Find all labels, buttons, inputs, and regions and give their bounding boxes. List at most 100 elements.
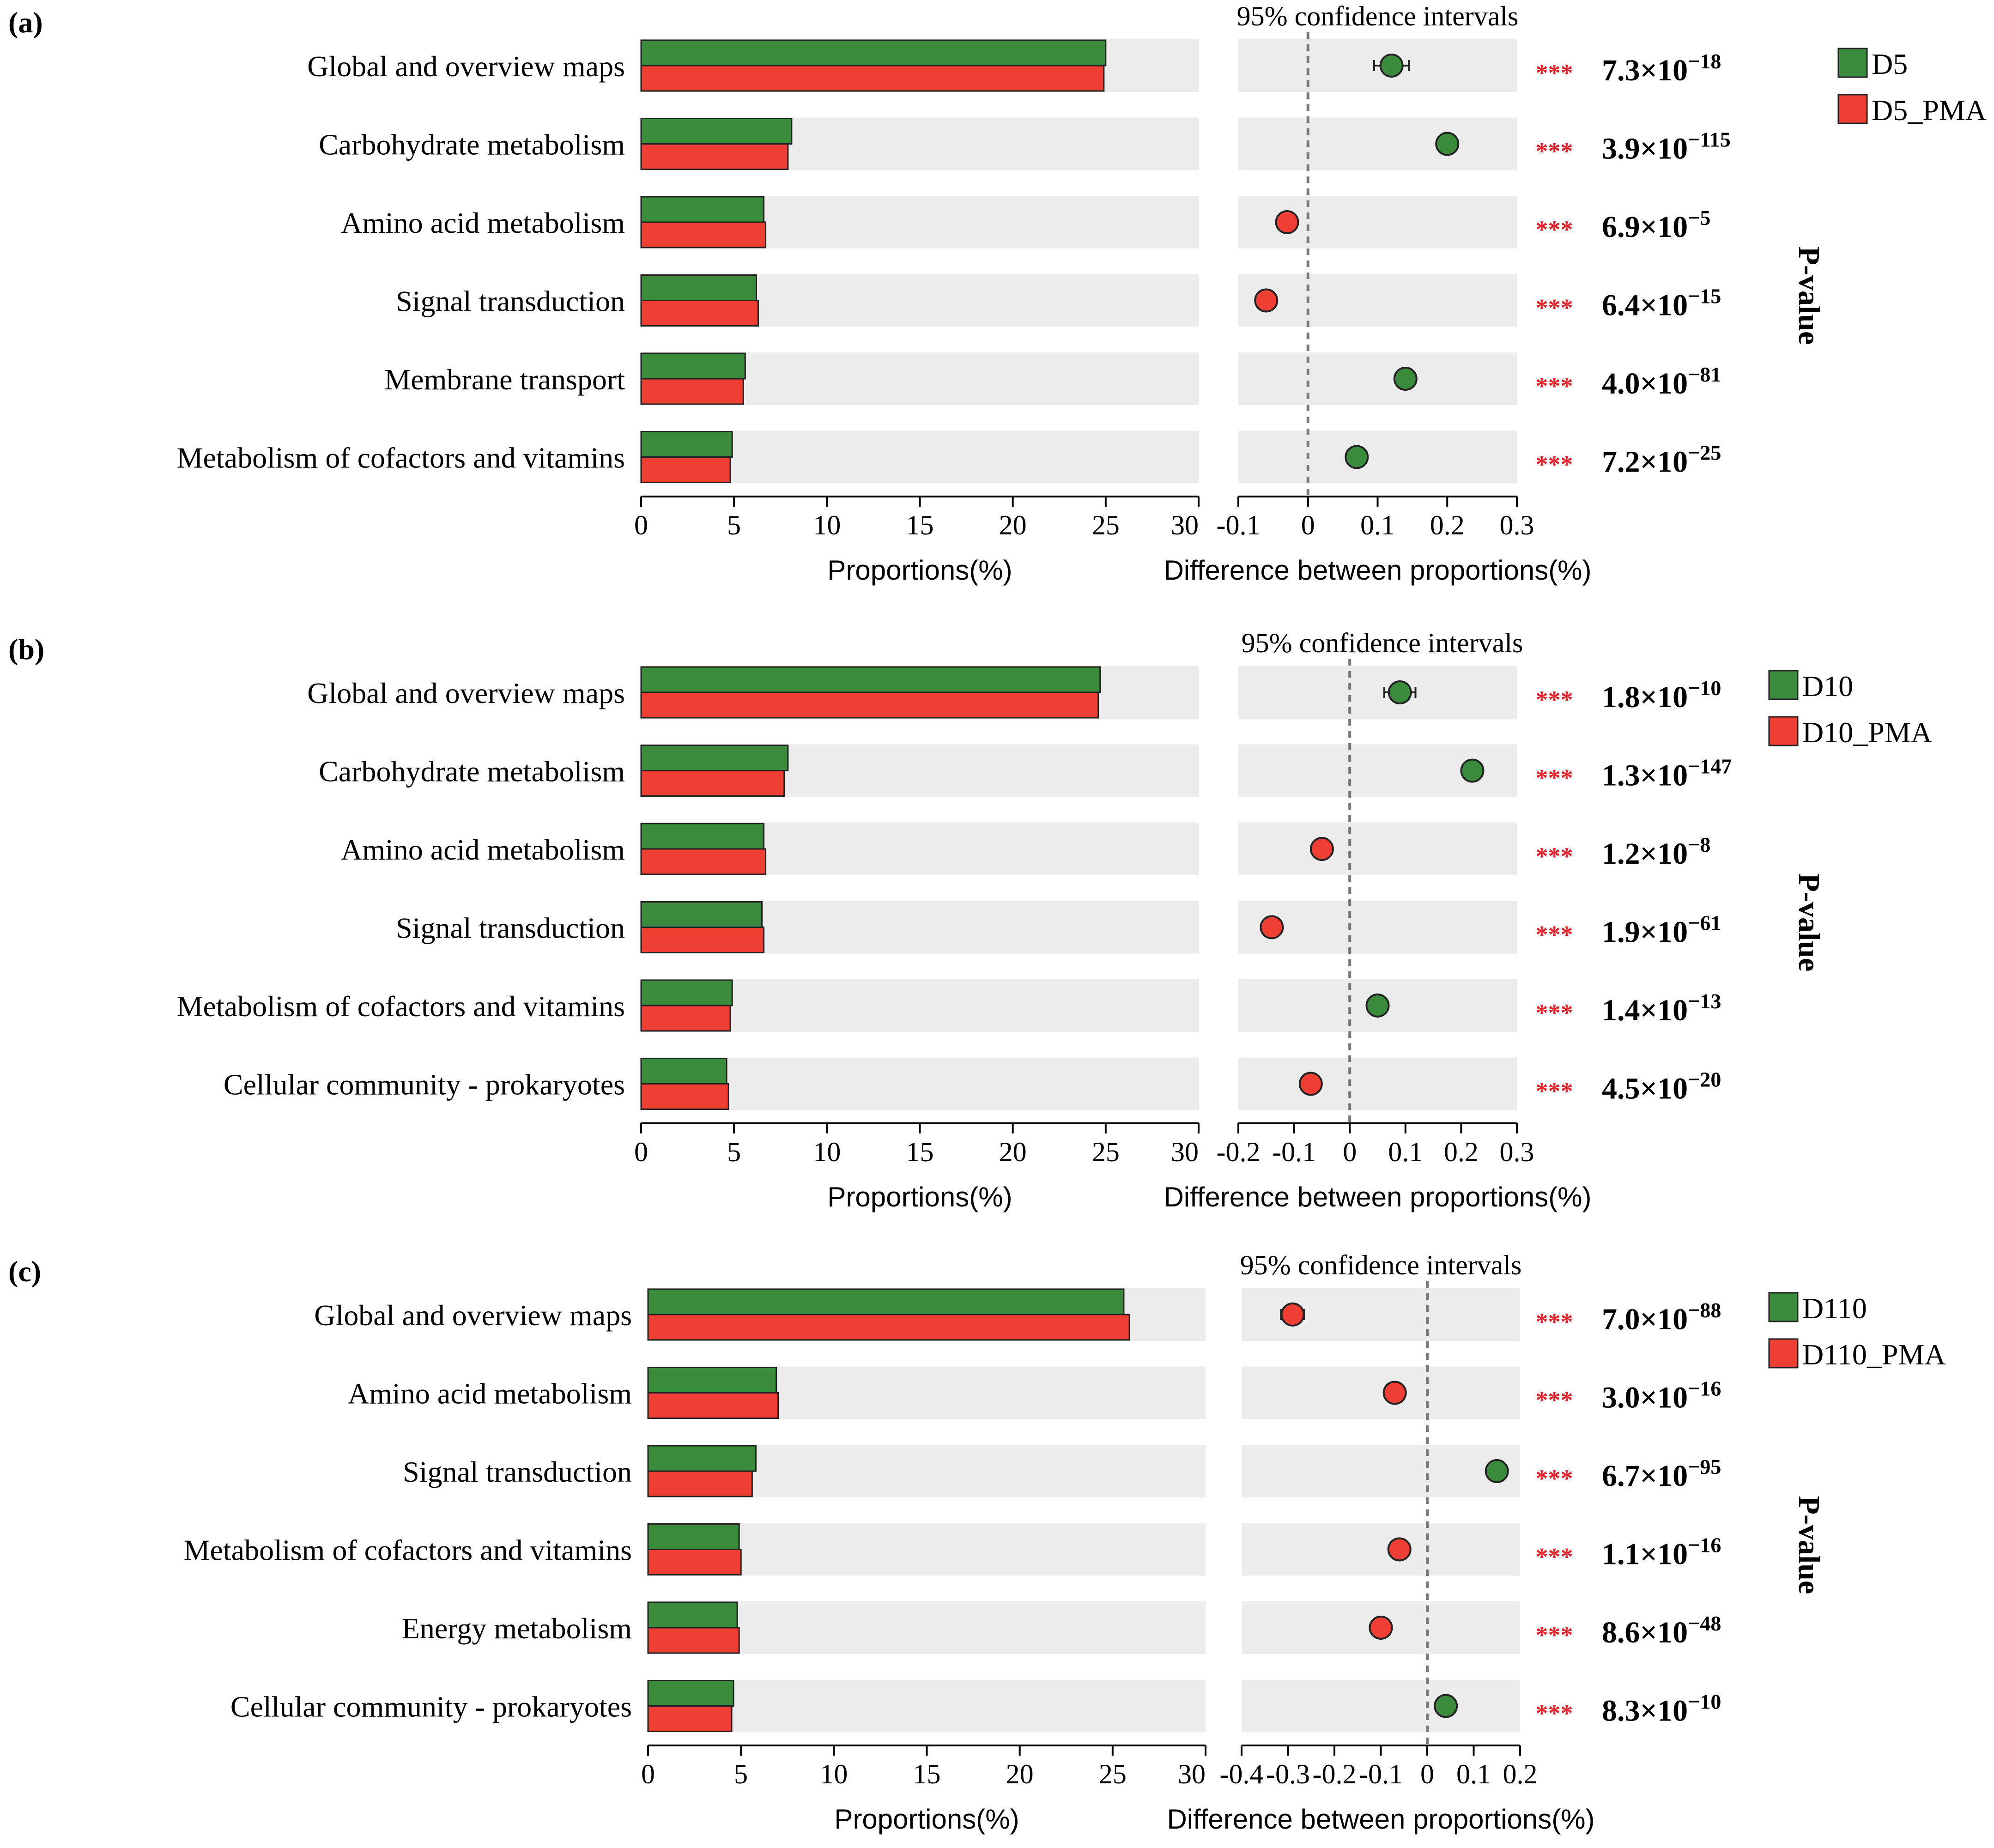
- ci-x-tick-label: 0.1: [1456, 1759, 1491, 1789]
- significance-stars: ***: [1536, 1543, 1573, 1571]
- category-label: Cellular community - prokaryotes: [224, 1068, 625, 1101]
- panel-letter: (c): [8, 1255, 41, 1288]
- ci-row-background: [1238, 666, 1517, 719]
- significance-stars: ***: [1536, 686, 1573, 714]
- ci-title: 95% confidence intervals: [1240, 1250, 1522, 1280]
- panel-c: (c) Global and overview maps Amino acid me…: [8, 1250, 1946, 1835]
- bar-group-a: [640, 196, 765, 223]
- p-value-exponent: −10: [1688, 676, 1721, 700]
- bar-x-tick-label: 15: [913, 1759, 941, 1789]
- p-value: 3.9×10−115: [1602, 128, 1731, 166]
- ci-x-tick-label: 0: [1301, 510, 1315, 540]
- legend-label: D5_PMA: [1872, 94, 1987, 127]
- ci-x-tick-label: -0.3: [1266, 1759, 1310, 1789]
- p-value-mantissa: 4.5×10: [1602, 1072, 1688, 1106]
- bar-group-a: [640, 979, 733, 1006]
- p-value-mantissa: 4.0×10: [1602, 367, 1688, 400]
- legend-label: D110_PMA: [1802, 1338, 1946, 1371]
- bar-row-background: [641, 979, 1199, 1032]
- p-value-axis-title: P-value: [1792, 247, 1826, 345]
- category-label: Amino acid metabolism: [341, 206, 625, 239]
- bar-group-a: [647, 1680, 734, 1707]
- bar-row-background: [648, 1679, 1206, 1733]
- bar-group-b: [640, 770, 785, 797]
- bar-x-tick-label: 5: [727, 510, 741, 540]
- ci-x-tick-label: -0.1: [1217, 510, 1261, 540]
- bar-row-background: [641, 1057, 1199, 1110]
- bar-x-tick-label: 10: [813, 510, 841, 540]
- bar-group-b: [640, 927, 765, 953]
- category-label: Signal transduction: [403, 1455, 632, 1488]
- bar-x-tick-label: 5: [727, 1137, 741, 1167]
- ci-x-tick-label: -0.2: [1217, 1137, 1261, 1167]
- bar-x-tick-label: 25: [1092, 1137, 1120, 1167]
- p-value-exponent: −16: [1688, 1377, 1721, 1400]
- bar-group-b: [640, 143, 789, 170]
- legend-swatch-group-b: [1768, 1338, 1799, 1369]
- p-value-mantissa: 1.9×10: [1602, 915, 1688, 949]
- bar-group-b: [647, 1314, 1130, 1341]
- category-label: Carbohydrate metabolism: [319, 128, 625, 161]
- significance-stars: ***: [1536, 764, 1573, 792]
- category-label: Metabolism of cofactors and vitamins: [184, 1534, 632, 1567]
- bar-x-tick-label: 20: [999, 510, 1027, 540]
- ci-row-background: [1238, 430, 1517, 484]
- significance-stars: ***: [1536, 1078, 1573, 1105]
- bar-group-b: [647, 1705, 733, 1732]
- p-value: 1.1×10−16: [1602, 1533, 1721, 1571]
- ci-point: [1387, 1537, 1412, 1562]
- p-value-exponent: −5: [1688, 206, 1710, 230]
- p-value-axis-title: P-value: [1792, 1496, 1826, 1594]
- bar-group-a: [647, 1445, 757, 1472]
- p-value-mantissa: 3.9×10: [1602, 132, 1688, 166]
- p-value-exponent: −10: [1688, 1690, 1721, 1714]
- bar-group-b: [647, 1392, 779, 1419]
- bar-x-tick-label: 15: [906, 510, 934, 540]
- bar-group-b: [640, 1083, 729, 1110]
- category-label: Signal transduction: [396, 285, 625, 318]
- ci-point: [1434, 1694, 1458, 1718]
- ci-title: 95% confidence intervals: [1237, 1, 1519, 31]
- p-value: 7.0×10−88: [1602, 1298, 1721, 1336]
- p-value-exponent: −115: [1688, 128, 1731, 151]
- ci-point: [1254, 288, 1279, 313]
- legend-label: D5: [1872, 48, 1908, 80]
- p-value: 3.0×10−16: [1602, 1377, 1721, 1415]
- p-value-mantissa: 8.3×10: [1602, 1694, 1688, 1728]
- p-value-mantissa: 1.3×10: [1602, 759, 1688, 793]
- bar-group-a: [647, 1367, 777, 1394]
- ci-point: [1275, 210, 1299, 234]
- ci-x-tick-label: 0.2: [1503, 1759, 1538, 1789]
- category-label: Energy metabolism: [402, 1612, 632, 1645]
- category-label: Amino acid metabolism: [341, 833, 625, 866]
- ci-point: [1298, 1072, 1323, 1096]
- ci-x-tick-label: -0.4: [1220, 1759, 1264, 1789]
- ci-point: [1382, 1381, 1407, 1405]
- significance-stars: ***: [1536, 1465, 1573, 1492]
- p-value: 7.3×10−18: [1602, 49, 1721, 87]
- bar-x-tick-label: 15: [906, 1137, 934, 1167]
- significance-stars: ***: [1536, 138, 1573, 165]
- p-value-exponent: −95: [1688, 1455, 1721, 1478]
- p-value: 6.4×10−15: [1602, 285, 1721, 322]
- ci-x-tick-label: 0: [1343, 1137, 1357, 1167]
- p-value-exponent: −48: [1688, 1612, 1721, 1635]
- bar-x-tick-label: 0: [634, 510, 648, 540]
- p-value: 1.8×10−10: [1602, 676, 1721, 714]
- p-value-exponent: −15: [1688, 285, 1721, 308]
- category-label: Metabolism of cofactors and vitamins: [177, 442, 625, 474]
- p-value: 1.9×10−61: [1602, 911, 1721, 949]
- bar-x-axis-title: Proportions(%): [827, 555, 1012, 586]
- legend-swatch-group-a: [1768, 670, 1799, 700]
- p-value-mantissa: 1.4×10: [1602, 994, 1688, 1027]
- ci-x-tick-label: -0.1: [1359, 1759, 1403, 1789]
- p-value-mantissa: 7.3×10: [1602, 54, 1688, 87]
- bar-group-a: [640, 39, 1107, 67]
- p-value-exponent: −81: [1688, 363, 1721, 386]
- bar-group-a: [640, 666, 1101, 693]
- bar-x-axis-title: Proportions(%): [827, 1182, 1012, 1212]
- ci-point: [1485, 1459, 1509, 1483]
- legend-label: D10: [1802, 670, 1853, 703]
- ci-point: [1460, 758, 1485, 783]
